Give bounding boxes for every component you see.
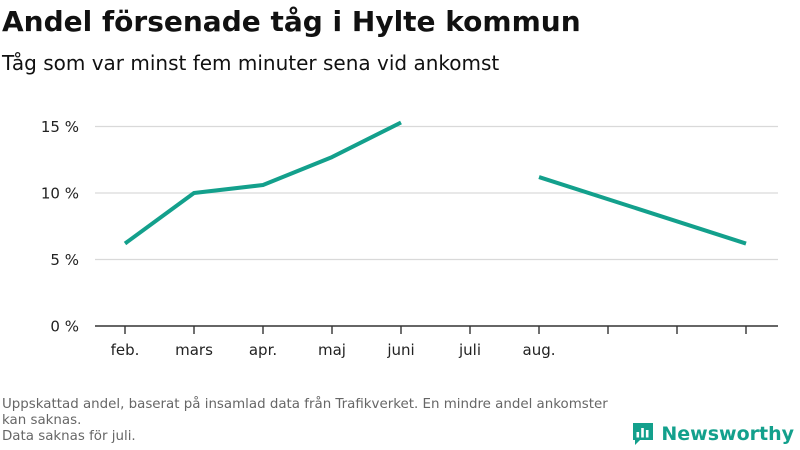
line-chart: 0 % 5 % 10 % 15 % feb. mars apr. maj juni juli au… bbox=[41, 118, 778, 359]
x-tick-label: aug. bbox=[523, 341, 556, 359]
y-tick-label: 15 % bbox=[41, 118, 79, 136]
y-tick-label: 10 % bbox=[41, 185, 79, 203]
brand-logo: Newsworthy bbox=[631, 420, 794, 448]
x-axis bbox=[95, 325, 778, 334]
footnote-source: Uppskattad andel, baserat på insamlad da… bbox=[2, 397, 608, 428]
footnote: Uppskattad andel, baserat på insamlad da… bbox=[2, 397, 632, 445]
newsworthy-logo-icon bbox=[633, 423, 654, 445]
y-tick-label: 0 % bbox=[50, 318, 79, 336]
x-tick-label: feb. bbox=[111, 341, 140, 359]
y-tick-label: 5 % bbox=[50, 251, 79, 269]
data-series bbox=[123, 120, 747, 246]
chart-title: Andel försenade tåg i Hylte kommun bbox=[2, 5, 581, 38]
x-tick-label: maj bbox=[318, 341, 346, 359]
x-tick-label: juni bbox=[386, 341, 414, 359]
chart-subtitle: Tåg som var minst fem minuter sena vid a… bbox=[2, 51, 500, 75]
series-line-segment bbox=[123, 120, 402, 246]
x-tick-label: apr. bbox=[249, 341, 277, 359]
series-line-segment bbox=[538, 175, 747, 246]
x-tick-label: juli bbox=[458, 341, 481, 359]
y-axis-tick-labels: 0 % 5 % 10 % 15 % bbox=[41, 118, 79, 336]
brand-name: Newsworthy bbox=[661, 423, 794, 445]
x-tick-label: mars bbox=[175, 341, 213, 359]
footnote-missing-data: Data saknas för juli. bbox=[2, 429, 136, 444]
x-axis-tick-labels: feb. mars apr. maj juni juli aug. bbox=[111, 341, 556, 359]
